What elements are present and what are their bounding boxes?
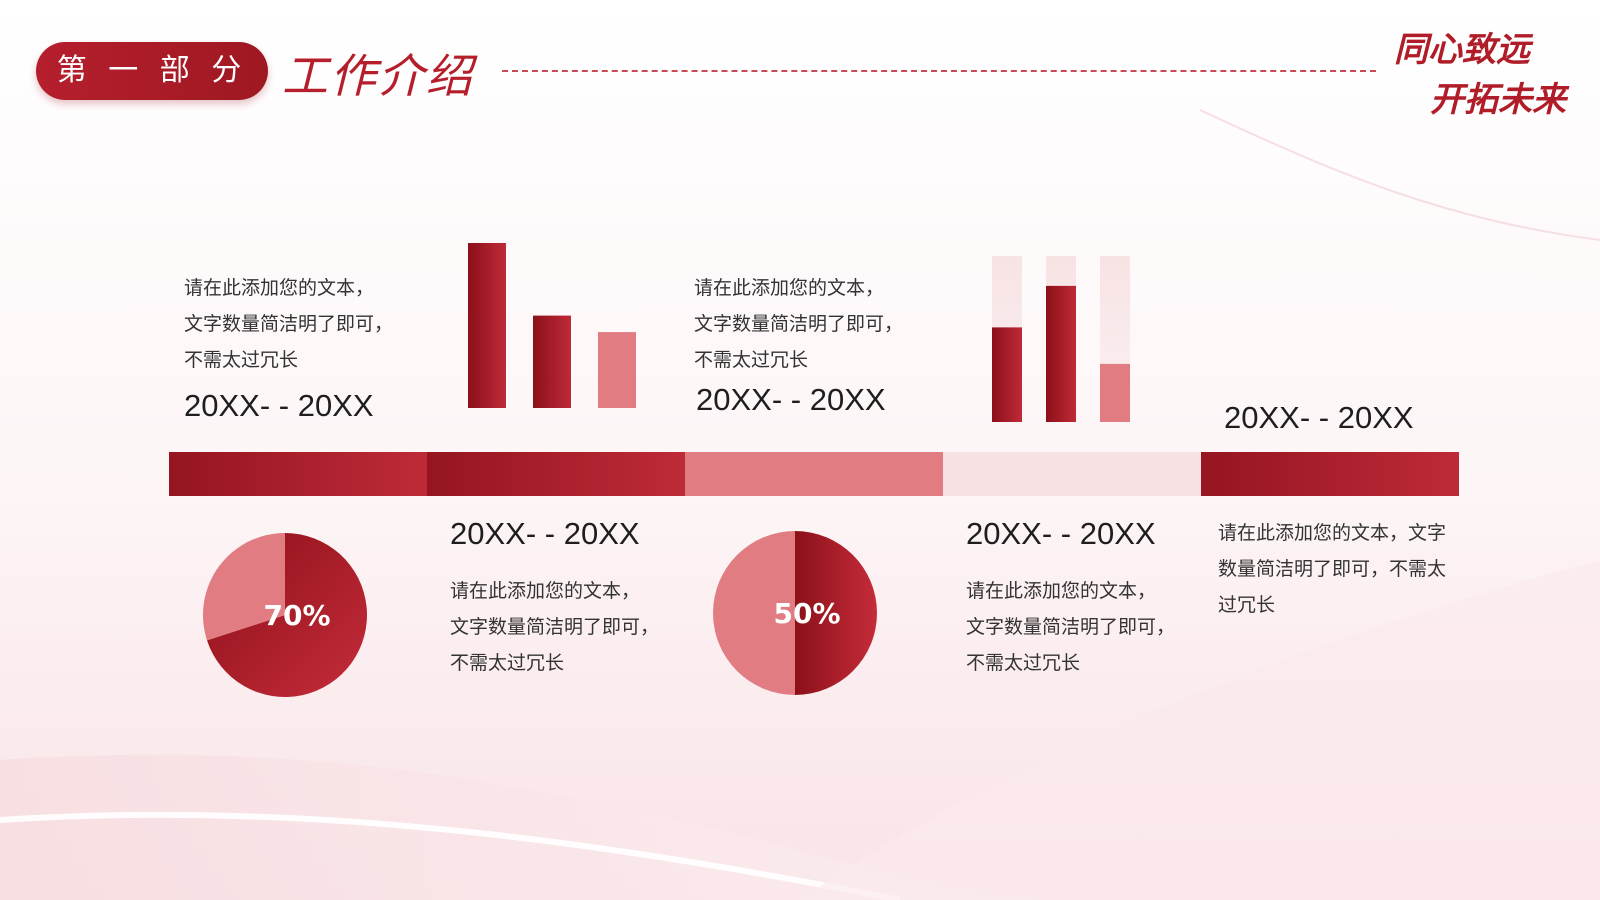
- bar-chart-2-bar-1: [992, 327, 1022, 422]
- timeline-segment-2: [427, 452, 685, 496]
- bar-chart-1-bar-2: [533, 315, 571, 408]
- slogan-line-2: 开拓未来: [1430, 80, 1566, 120]
- pie1-slice-2: [203, 533, 285, 641]
- bar-chart-2: [992, 256, 1130, 422]
- header-divider: [502, 70, 1376, 72]
- block-5-date: 20XX- - 20XX: [1224, 400, 1414, 435]
- block-2-date: 20XX- - 20XX: [450, 516, 640, 551]
- block-4-text: 请在此添加您的文本， 文字数量简洁明了即可， 不需太过冗长: [966, 580, 1176, 674]
- timeline-segment-5: [1201, 452, 1459, 496]
- block-3-date: 20XX- - 20XX: [696, 382, 886, 417]
- bar-chart-2-bar-2: [1046, 285, 1076, 422]
- pie-chart-50: 50%: [713, 531, 877, 695]
- slogan-line-1: 同心致远: [1394, 30, 1530, 70]
- block-5-text: 请在此添加您的文本，文字 数量简洁明了即可，不需太 过冗长: [1218, 522, 1447, 616]
- block-4-date: 20XX- - 20XX: [966, 516, 1156, 551]
- pie1-value-label: 70%: [263, 599, 330, 632]
- block-1-text: 请在此添加您的文本， 文字数量简洁明了即可， 不需太过冗长: [184, 277, 394, 371]
- timeline-bar: [169, 452, 1459, 496]
- block-1-date: 20XX- - 20XX: [184, 388, 374, 423]
- pie2-slice-2: [713, 531, 795, 695]
- bar-chart-2-bar-3: [1100, 363, 1130, 422]
- section-badge: 第 一 部 分: [36, 42, 268, 100]
- pie2-slice-1: [795, 531, 877, 695]
- bar-chart-1-bar-1: [468, 243, 506, 408]
- timeline-segment-3: [685, 452, 943, 496]
- pie1-slice-1: [207, 533, 367, 697]
- pie-chart-70: 70%: [203, 533, 367, 697]
- bar-chart-1: [468, 243, 636, 408]
- page-title: 工作介绍: [282, 49, 474, 103]
- bar-chart-1-bar-3: [598, 332, 636, 408]
- timeline-segment-4: [943, 452, 1201, 496]
- block-2-text: 请在此添加您的文本， 文字数量简洁明了即可， 不需太过冗长: [450, 580, 660, 674]
- block-3-text: 请在此添加您的文本， 文字数量简洁明了即可， 不需太过冗长: [694, 277, 904, 371]
- pie2-value-label: 50%: [773, 597, 840, 630]
- timeline-segment-1: [169, 452, 427, 496]
